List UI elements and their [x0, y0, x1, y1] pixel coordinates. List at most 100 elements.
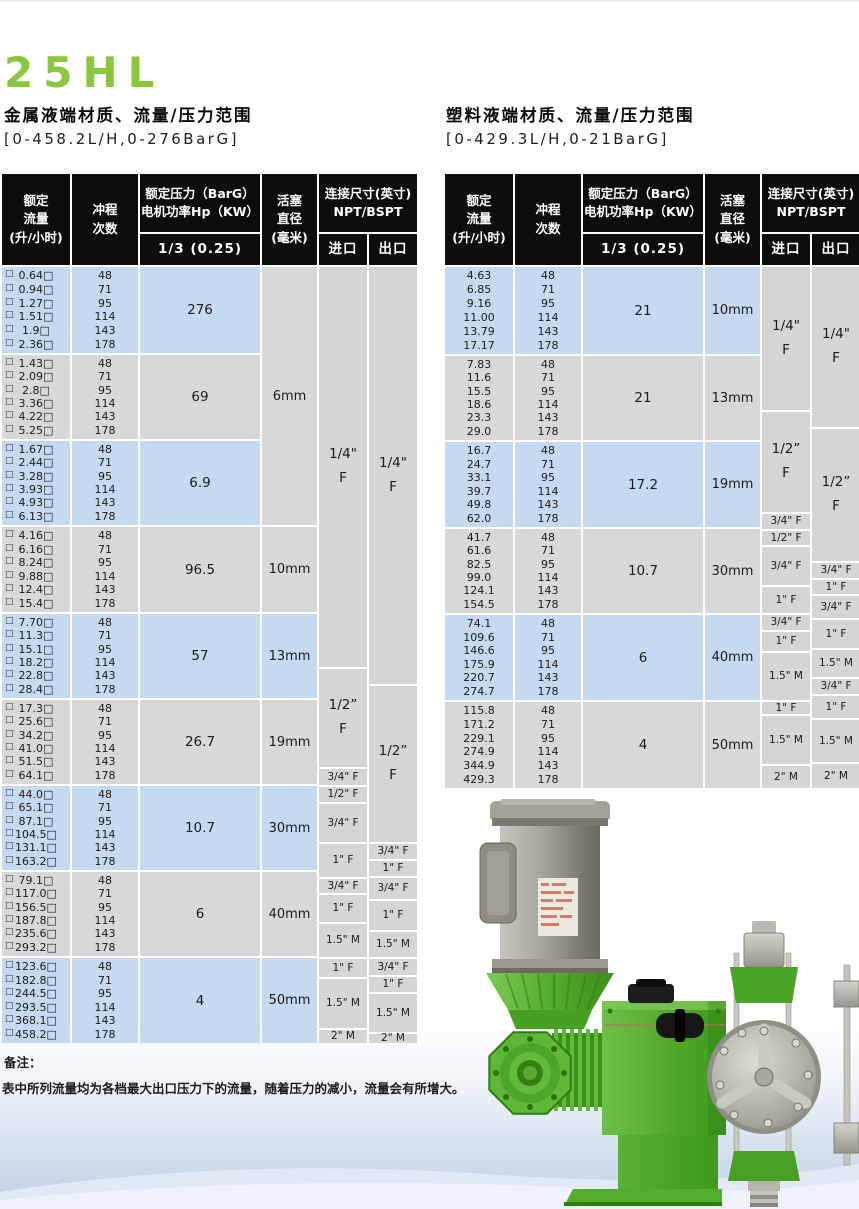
flow-number: 1.67□	[18, 443, 54, 457]
flow-number: 117.0□	[15, 887, 57, 901]
flow-number: 41.7	[466, 531, 492, 545]
stroke-value: 95	[541, 557, 555, 571]
flow-group-cell: □ 7.70□ □ 11.3□ □ 15.1□ □ 18.2□ □ 22.8□ □ 28.4□	[2, 612, 70, 698]
stroke-value: 48	[98, 529, 112, 543]
pressure-cell: 69	[140, 353, 260, 439]
stroke-value: 95	[541, 731, 555, 745]
flow-number: 163.2□	[15, 854, 57, 868]
stroke-value: 71	[98, 282, 112, 296]
outlet-size-cell: 1" F	[369, 859, 417, 876]
flow-value: 171.2	[445, 719, 513, 730]
flow-value: □ 1.43□	[2, 357, 70, 371]
inlet-size-cell: 1" F	[319, 842, 367, 877]
stroke-value: 95	[541, 471, 555, 485]
connection-size: 1/2" F	[327, 788, 359, 801]
connection-size: 3/4" F	[327, 879, 359, 892]
flow-group-cell: □ 1.43□ □ 2.09□ □ 2.8□ □ 3.36□ □ 4.22□ □ 5.25□	[2, 353, 70, 439]
pressure-value: 6.9	[189, 475, 211, 491]
flow-number: 1.43□	[18, 357, 54, 371]
stroke-value: 48	[541, 704, 555, 718]
flow-number: 7.70□	[18, 616, 54, 630]
piston-cell: 19mm	[262, 698, 317, 784]
placeholder-box: □	[5, 483, 14, 494]
placeholder-box: □	[5, 423, 14, 434]
connection-gender: F	[339, 721, 347, 737]
flow-value: □ 1.51□	[2, 311, 70, 323]
flow-group-cell: 74.1 109.6 146.6 175.9 220.7 274.7	[445, 613, 513, 700]
placeholder-box: □	[5, 323, 14, 334]
stroke-group-cell: 48 71 95 114 143 178	[515, 354, 581, 440]
outlet-size-cell: 1.5" M	[369, 992, 417, 1032]
stroke-value: 48	[98, 616, 112, 630]
header-line: NPT/BSPT	[776, 204, 846, 219]
outlet-size-cell: 1/4" F	[812, 267, 859, 427]
flow-number: 2.36□	[18, 337, 54, 351]
placeholder-box: □	[5, 529, 14, 540]
pressure-header: 额定压力（BarG） 电机功率Hp（KW） 1/3 (0.25)	[583, 174, 703, 265]
flow-number: 154.5	[463, 597, 495, 611]
plastic-section-heading: 塑料液端材质、流量/压力范围	[446, 106, 695, 125]
piston-cell: 19mm	[705, 440, 760, 527]
flow-number: 293.5□	[15, 1000, 57, 1014]
stroke-value: 114	[94, 1000, 116, 1014]
flow-number: 171.2	[463, 717, 495, 731]
header-line: 活塞	[276, 193, 302, 209]
connection-size: 2" M	[774, 770, 798, 783]
flow-value: □ 235.6□	[2, 927, 70, 941]
outlet-header: 出口	[369, 234, 417, 265]
piston-column: 6mm 10mm 13mm 19mm 30mm 40mm 50mm	[262, 267, 317, 1043]
pressure-value: 17.2	[627, 476, 659, 493]
stroke-column: 48 71 95 114 143 178 48 71 95 114 143 178 48 71 95 114 1…	[72, 267, 138, 1043]
connection-gender: F	[339, 470, 347, 486]
stroke-value: 143	[537, 324, 559, 338]
stroke-value: 178	[94, 423, 116, 437]
placeholder-box: □	[5, 1000, 14, 1011]
flow-value: □ 18.2□	[2, 657, 70, 669]
placeholder-box: □	[5, 410, 14, 421]
flow-value: □ 3.36□	[2, 398, 70, 410]
connection-size: 1/2”	[821, 474, 851, 491]
connection-size: 1/4"	[329, 446, 357, 463]
stroke-value: 178	[94, 509, 116, 523]
flow-number: 74.1	[466, 617, 492, 631]
placeholder-box: □	[5, 960, 14, 971]
flow-value: 18.6	[445, 399, 513, 410]
placeholder-box: □	[5, 755, 14, 766]
flow-value: 109.6	[445, 632, 513, 643]
flow-header: 额定 流量 (升/小时)	[2, 174, 70, 265]
flow-value: 146.6	[445, 645, 513, 656]
stroke-group-cell: 48 71 95 114 143 178	[515, 527, 581, 613]
stroke-value: 95	[98, 383, 112, 397]
placeholder-box: □	[5, 443, 14, 454]
stroke-value: 178	[94, 940, 116, 954]
flow-number: 344.9	[463, 758, 495, 772]
flow-value: 274.7	[445, 686, 513, 697]
flow-group-cell: 4.63 6.85 9.16 11.00 13.79 17.17	[445, 267, 513, 354]
flow-number: 235.6□	[15, 927, 57, 941]
stroke-value: 143	[537, 411, 559, 425]
outlet-size-cell: 3/4" F	[369, 876, 417, 899]
stroke-value: 114	[94, 310, 116, 324]
flow-value: □ 123.6□	[2, 960, 70, 973]
flow-number: 175.9	[463, 657, 495, 671]
stroke-value: 178	[537, 684, 559, 698]
piston-cell: 40mm	[705, 613, 760, 700]
flow-number: 62.0	[466, 511, 492, 525]
placeholder-box: □	[5, 669, 14, 680]
stroke-group-cell: 48 71 95 114 143 178	[515, 267, 581, 354]
connection-size: 1/4"	[379, 454, 407, 471]
outlet-size-cell: 1.5" M	[812, 718, 859, 762]
plastic-range: [0-429.3L/H,0-21BarG]	[446, 130, 669, 148]
stroke-value: 143	[94, 669, 116, 683]
outlet-header: 出口	[812, 234, 859, 265]
pressure-cell: 57	[140, 612, 260, 698]
placeholder-box: □	[5, 629, 14, 640]
flow-value: 124.1	[445, 585, 513, 596]
flow-number: 9.16	[466, 297, 492, 311]
header-line: 额定压力（BarG）	[588, 185, 698, 201]
connection-gender: F	[782, 341, 790, 358]
piston-value: 13mm	[268, 648, 311, 664]
flow-value: □ 4.93□	[2, 497, 70, 509]
flow-number: 115.8	[463, 704, 495, 718]
connection-header: 连接尺寸(英寸) NPT/BSPT 进口 出口	[319, 174, 417, 265]
